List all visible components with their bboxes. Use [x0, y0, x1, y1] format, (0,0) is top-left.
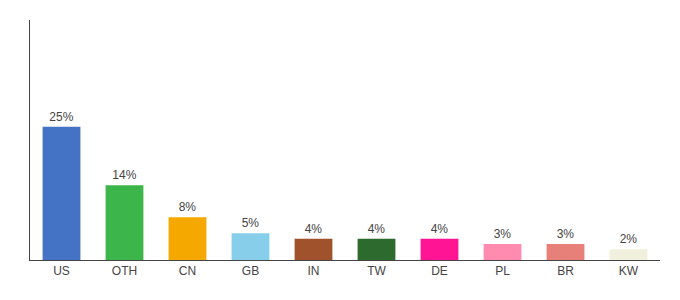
svg-text:8%: 8%: [179, 200, 197, 214]
svg-text:4%: 4%: [305, 222, 323, 236]
svg-text:2%: 2%: [620, 232, 638, 246]
svg-text:3%: 3%: [557, 227, 575, 241]
svg-text:PL: PL: [495, 264, 510, 278]
svg-text:CN: CN: [179, 264, 196, 278]
svg-text:14%: 14%: [112, 168, 136, 182]
svg-text:OTH: OTH: [112, 264, 137, 278]
svg-text:25%: 25%: [49, 110, 73, 124]
svg-text:IN: IN: [308, 264, 320, 278]
svg-text:US: US: [53, 264, 70, 278]
svg-text:KW: KW: [619, 264, 639, 278]
svg-text:4%: 4%: [368, 222, 386, 236]
svg-text:BR: BR: [557, 264, 574, 278]
svg-text:5%: 5%: [242, 216, 260, 230]
svg-text:4%: 4%: [431, 222, 449, 236]
svg-text:GB: GB: [242, 264, 259, 278]
svg-text:DE: DE: [431, 264, 448, 278]
svg-text:TW: TW: [367, 264, 386, 278]
svg-text:3%: 3%: [494, 227, 512, 241]
